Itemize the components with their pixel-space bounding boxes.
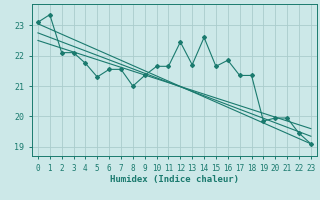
X-axis label: Humidex (Indice chaleur): Humidex (Indice chaleur) — [110, 175, 239, 184]
